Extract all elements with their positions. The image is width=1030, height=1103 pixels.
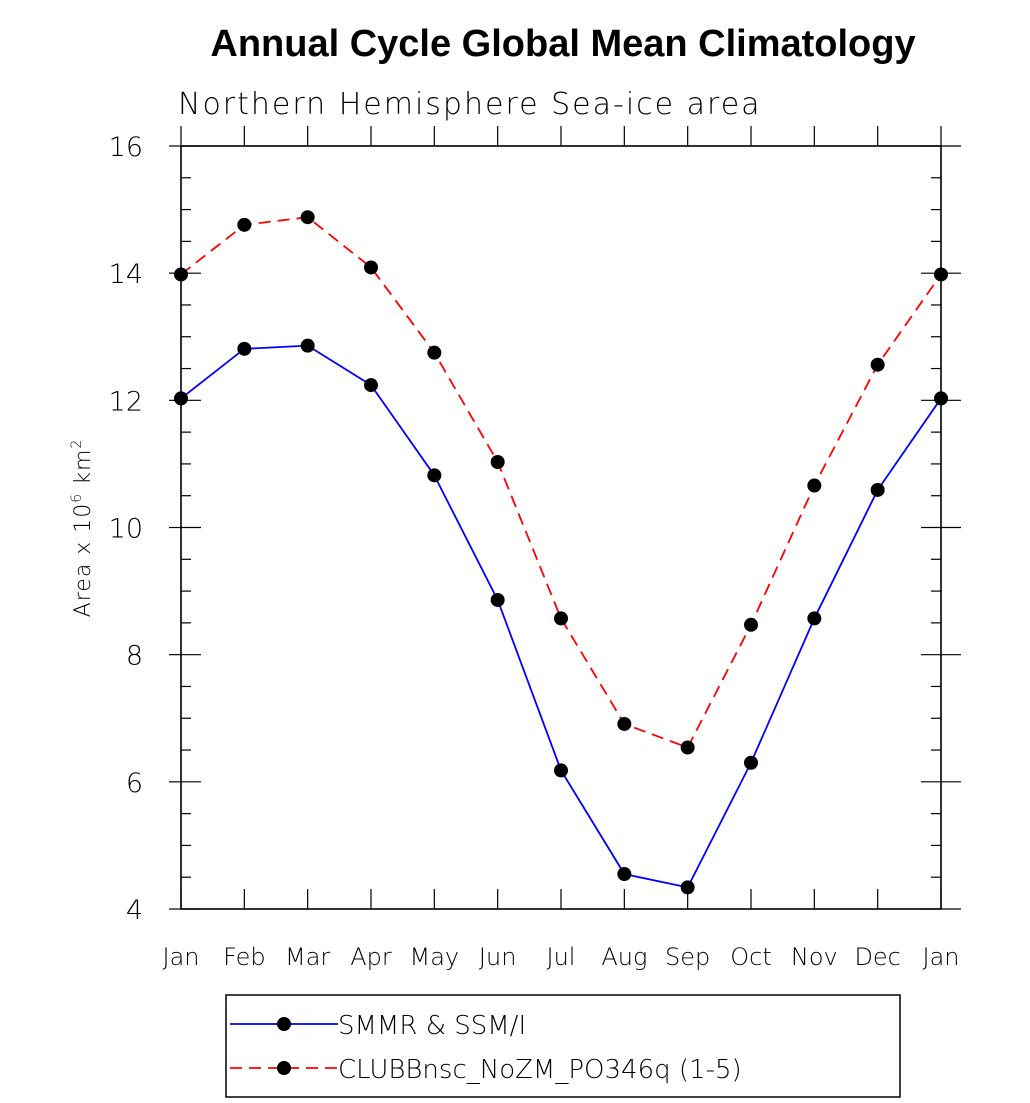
- x-tick-label: Nov: [791, 943, 838, 971]
- legend-label-clubb: CLUBBnsc_NoZM_PO346q (1-5): [338, 1055, 742, 1085]
- series-point-1: [807, 478, 822, 493]
- series-line-1: [180, 216, 942, 749]
- legend-marker-smmr: [277, 1017, 291, 1031]
- x-tick-label: Jan: [923, 943, 960, 971]
- legend-label-smmr: SMMR & SSM/I: [338, 1011, 526, 1041]
- plot-frame: [180, 145, 942, 910]
- series-point-0: [934, 391, 948, 406]
- y-tick-label: 16: [109, 132, 143, 163]
- series-point-0: [680, 880, 695, 895]
- series-point-1: [617, 716, 632, 731]
- y-axis-title-exponent: 6: [69, 493, 85, 503]
- series-point-0: [427, 468, 442, 483]
- x-tick-label: May: [410, 943, 460, 971]
- series-point-0: [744, 755, 758, 770]
- series-point-0: [490, 592, 505, 607]
- x-tick-label: Mar: [285, 943, 330, 971]
- series-point-1: [300, 210, 315, 225]
- y-axis-title: Area x 106 km2: [69, 439, 96, 618]
- y-axis-title-main: Area x 10: [71, 503, 96, 618]
- y-axis-title-unit: km: [71, 449, 96, 493]
- series-point-1: [744, 617, 758, 632]
- chart-title: Annual Cycle Global Mean Climatology: [210, 23, 915, 65]
- x-tick-label: Jun: [479, 943, 517, 971]
- legend: SMMR & SSM/I CLUBBnsc_NoZM_PO346q (1-5): [225, 994, 901, 1098]
- series-point-1: [934, 267, 948, 282]
- x-tick-label: Aug: [601, 943, 647, 971]
- x-axis-ticks: [180, 126, 942, 909]
- x-tick-label: Apr: [350, 943, 392, 971]
- x-tick-label: Dec: [854, 943, 900, 971]
- series-point-1: [490, 455, 505, 470]
- plot-border: [180, 145, 942, 910]
- y-tick-label: 8: [126, 641, 143, 672]
- series-point-0: [174, 391, 188, 406]
- series-point-1: [554, 611, 568, 626]
- legend-marker-clubb: [277, 1061, 291, 1075]
- x-axis-tick-labels: Jan Feb Mar Apr May Jun Jul Aug Sep Oct Nov Dec Jan: [163, 943, 960, 971]
- series-point-1: [174, 267, 188, 282]
- series-point-0: [364, 378, 378, 393]
- x-tick-label: Feb: [223, 943, 266, 971]
- x-tick-label: Jan: [163, 943, 200, 971]
- y-axis-title-unit-exponent: 2: [69, 439, 85, 449]
- series-point-0: [300, 338, 315, 353]
- series-layer: [174, 210, 948, 895]
- series-point-1: [427, 345, 442, 360]
- y-tick-label: 12: [109, 386, 143, 417]
- y-tick-label: 14: [109, 259, 143, 290]
- series-point-1: [364, 260, 378, 275]
- x-tick-label: Oct: [730, 943, 772, 971]
- y-tick-label: 6: [126, 768, 143, 799]
- series-point-1: [680, 740, 695, 755]
- x-tick-label: Jul: [547, 943, 576, 971]
- y-axis-ticks: [169, 145, 961, 910]
- series-point-0: [617, 867, 632, 882]
- series-point-0: [237, 341, 252, 356]
- series-point-1: [237, 217, 252, 232]
- y-tick-label: 4: [126, 895, 143, 926]
- series-point-1: [870, 357, 885, 372]
- y-axis-tick-labels: 4 6 8 10 12 14 16: [109, 132, 143, 926]
- series-point-0: [807, 611, 822, 626]
- series-point-0: [554, 763, 568, 778]
- chart-subtitle: Northern Hemisphere Sea-ice area: [178, 87, 762, 122]
- legend-box: [225, 994, 901, 1098]
- y-tick-label: 10: [109, 514, 143, 545]
- series-point-0: [870, 482, 885, 497]
- x-tick-label: Sep: [665, 943, 710, 971]
